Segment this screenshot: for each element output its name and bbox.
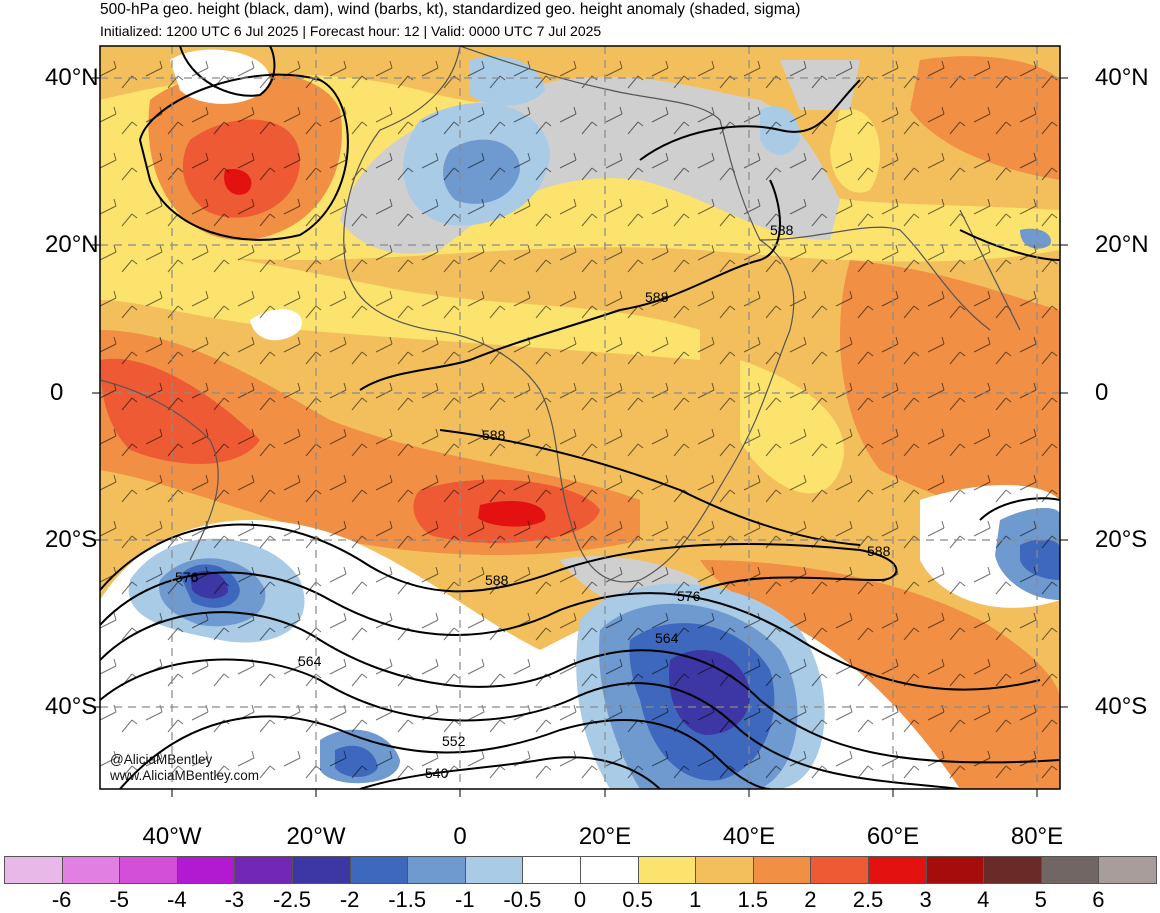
contour-label: 588	[485, 572, 509, 588]
colorbar-swatch	[983, 856, 1042, 884]
colorbar-swatch	[637, 856, 697, 884]
contour-label: 588	[770, 222, 794, 238]
lon-label: 20°W	[286, 823, 346, 850]
lat-label-left: 20°N	[45, 231, 99, 258]
colorbar-swatch	[291, 856, 351, 884]
colorbar-swatch	[61, 856, 121, 884]
colorbar-swatch	[119, 856, 178, 884]
colorbar-label: -0.5	[503, 887, 542, 912]
colorbar-swatch	[752, 856, 812, 884]
credit-site: www.AliciaMBentley.com	[110, 768, 260, 783]
lon-label: 60°E	[866, 823, 920, 850]
lat-label-right: 20°S	[1095, 526, 1148, 553]
lon-label: 20°E	[578, 823, 632, 850]
colorbar-label: 6	[1092, 887, 1105, 912]
lon-label: 80°E	[1010, 823, 1064, 850]
lat-label-right: 0	[1095, 379, 1109, 406]
map-subtitle: Initialized: 1200 UTC 6 Jul 2025 | Forec…	[100, 23, 602, 39]
colorbar-swatch	[579, 856, 639, 884]
colorbar-swatch	[407, 856, 466, 884]
height-contours	[100, 46, 1060, 789]
credit-handle: @AliciaMBentley	[110, 752, 213, 767]
colorbar-swatch	[925, 856, 985, 884]
colorbar-label: 5	[1034, 887, 1047, 912]
contour-label: 564	[655, 630, 679, 646]
lon-label: 40°E	[722, 823, 776, 850]
colorbar-swatch	[522, 856, 581, 884]
colorbar-swatch	[464, 856, 524, 884]
colorbar-swatch	[4, 856, 63, 884]
lon-label: 40°W	[142, 823, 202, 850]
colorbar-swatch	[810, 856, 869, 884]
colorbar-label: 1	[689, 887, 702, 912]
contour-label: 564	[298, 653, 322, 669]
colorbar-label: 2	[804, 887, 817, 912]
colorbar-swatch	[349, 856, 409, 884]
colorbar-label: -2.5	[273, 887, 311, 912]
map-title: 500-hPa geo. height (black, dam), wind (…	[100, 1, 801, 18]
colorbar-swatch	[234, 856, 293, 884]
lat-label-right: 40°N	[1095, 64, 1149, 91]
colorbar-swatch	[867, 856, 927, 884]
contour-label: 588	[482, 427, 506, 443]
colorbar-label: -4	[167, 887, 187, 912]
colorbar-swatch	[1098, 856, 1157, 884]
colorbar-swatch	[695, 856, 754, 884]
colorbar-label: 3	[919, 887, 932, 912]
colorbar-label: -5	[109, 887, 129, 912]
lat-label-left: 0	[50, 379, 64, 406]
colorbar-label: 1.5	[737, 887, 769, 912]
colorbar-label: 0	[573, 887, 587, 912]
contour-label: 588	[645, 289, 669, 305]
lat-label-right: 20°N	[1095, 231, 1149, 258]
colorbar-swatch	[1040, 856, 1100, 884]
colorbar-label: -3	[224, 887, 245, 912]
contour-label: 576	[175, 569, 199, 585]
contour-label: 552	[442, 733, 466, 749]
colorbar-label: 4	[977, 887, 990, 912]
colorbar-label: -1.5	[388, 887, 427, 912]
anomaly-shading	[100, 46, 1060, 789]
colorbar-swatch	[176, 856, 236, 884]
colorbar-label: 2.5	[852, 887, 884, 912]
colorbar-label: -2	[339, 887, 360, 912]
lat-label-left: 40°N	[45, 64, 99, 91]
colorbar-label: 0.5	[622, 887, 653, 912]
lon-label: 0	[453, 823, 467, 850]
contour-label: 576	[677, 588, 701, 604]
lat-label-left: 40°S	[45, 693, 98, 720]
colorbar-label: -6	[51, 887, 72, 912]
contour-label: 540	[425, 765, 449, 781]
lat-label-left: 20°S	[45, 526, 98, 553]
coastlines	[100, 46, 1021, 583]
map-frame	[99, 45, 1061, 790]
colorbar-label: -1	[455, 887, 475, 912]
contour-label: 588	[867, 543, 891, 559]
colorbar	[4, 856, 1157, 886]
graticule	[100, 46, 1060, 789]
tick-marks	[92, 77, 1068, 797]
lat-label-right: 40°S	[1095, 693, 1148, 720]
